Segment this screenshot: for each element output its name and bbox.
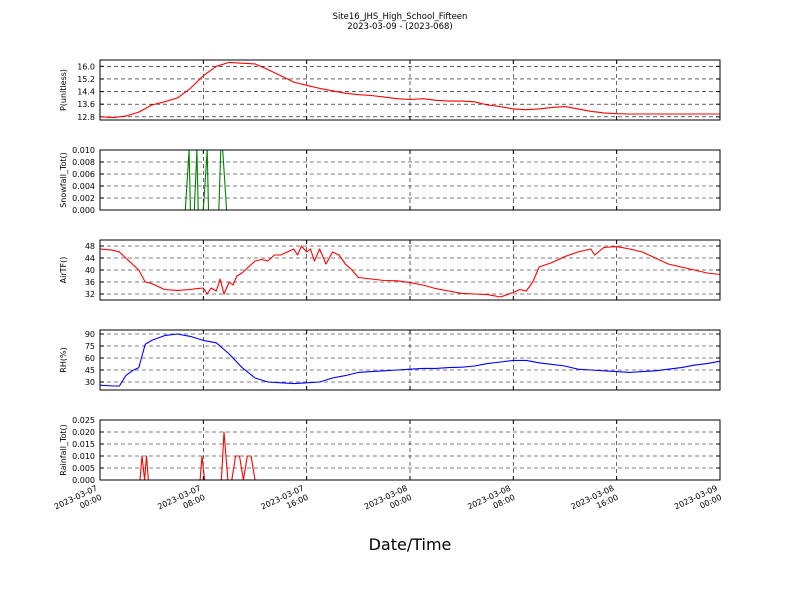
- y-tick-label: 30: [85, 378, 95, 387]
- plot-border: [99, 329, 721, 391]
- x-tick-label: 2023-03-0716:00: [260, 484, 310, 521]
- y-tick-label: 44: [85, 254, 95, 263]
- y-axis-label: Snowfall_Tot(): [59, 152, 68, 208]
- series-line: [99, 245, 721, 298]
- y-axis-label: Rainfall_Tot(): [59, 424, 68, 476]
- plot-border: [99, 149, 721, 211]
- y-tick-label: 0.002: [72, 194, 95, 203]
- y-tick-label: 36: [85, 278, 95, 287]
- y-tick-label: 0.015: [72, 440, 95, 449]
- subplot-5: 0.000 0.005 0.010 0.015 0.020 0.025 Rainfall_T…: [59, 416, 721, 485]
- y-tick-label: 0.020: [72, 428, 95, 437]
- y-tick-label: 0.000: [72, 206, 95, 215]
- x-tick-label: 2023-03-0816:00: [570, 484, 620, 521]
- plot-border: [99, 239, 721, 301]
- x-tick-label: 2023-03-0800:00: [363, 484, 413, 521]
- subplot-4: 30 45 60 75 90 RH(%): [59, 329, 721, 391]
- y-tick-label: 16.0: [77, 62, 95, 71]
- subplot-1: 12.8 13.6 14.4 15.2 16.0 P(unitless): [59, 59, 721, 122]
- subplot-2: 0.000 0.002 0.004 0.006 0.008 0.010 Snowfall_T…: [59, 146, 721, 215]
- y-axis-label: RH(%): [59, 347, 68, 372]
- y-tick-label: 40: [85, 266, 95, 275]
- y-tick-label: 0.010: [72, 146, 95, 155]
- y-tick-label: 75: [85, 342, 95, 351]
- x-tick-labels: 2023-03-0700:00 2023-03-0708:00 2023-03-07…: [53, 484, 723, 521]
- figure-title: Site16_JHS_High_School_Fifteen: [333, 12, 468, 22]
- x-axis-label: Date/Time: [369, 535, 452, 554]
- y-tick-label: 45: [85, 366, 95, 375]
- x-tick-label: 2023-03-0700:00: [53, 484, 103, 521]
- y-tick-label: 0.004: [72, 182, 95, 191]
- y-tick-label: 48: [85, 242, 95, 251]
- y-tick-label: 14.4: [77, 88, 95, 97]
- y-tick-label: 0.005: [72, 464, 95, 473]
- x-tick-label: 2023-03-0708:00: [156, 484, 206, 521]
- y-tick-label: 12.8: [77, 113, 95, 122]
- y-tick-label: 0.010: [72, 452, 95, 461]
- plot-border: [99, 59, 721, 121]
- x-tick-label: 2023-03-0808:00: [466, 484, 516, 521]
- y-tick-label: 90: [85, 330, 95, 339]
- y-tick-label: 60: [85, 354, 95, 363]
- y-axis-label: P(unitless): [59, 69, 68, 111]
- y-tick-label: 0.008: [72, 158, 95, 167]
- subplots: 12.813.614.415.216.0P(unitless)0.0000.00…: [59, 59, 721, 485]
- y-tick-label: 0.025: [72, 416, 95, 425]
- y-axis-label: AirTF(): [59, 257, 68, 284]
- y-tick-label: 0.006: [72, 170, 95, 179]
- plot-border: [99, 419, 721, 481]
- subplot-3: 32 36 40 44 48 AirTF(): [59, 239, 721, 301]
- x-tick-label: 2023-03-0900:00: [673, 484, 723, 521]
- y-tick-label: 13.6: [77, 100, 95, 109]
- series-line: [99, 61, 720, 119]
- y-tick-label: 15.2: [77, 75, 95, 84]
- series-line: [99, 333, 721, 387]
- figure-subtitle: 2023-03-09 - (2023-068): [347, 22, 452, 32]
- y-tick-label: 32: [85, 290, 95, 299]
- y-tick-label: 0.000: [72, 476, 95, 485]
